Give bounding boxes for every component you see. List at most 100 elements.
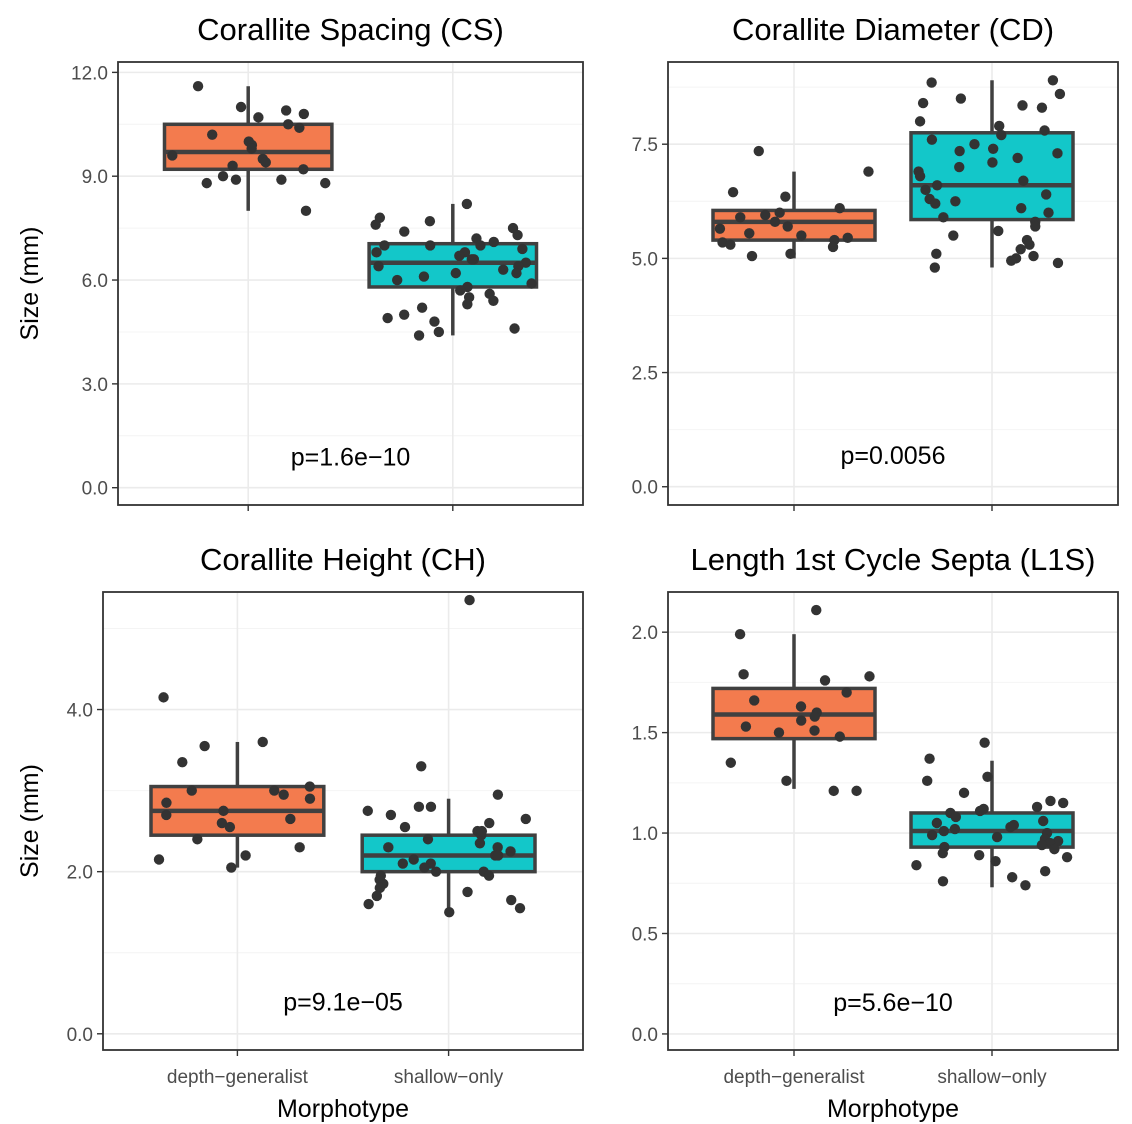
data-point — [1036, 102, 1048, 113]
data-point — [424, 216, 436, 227]
y-tick-label: 12.0 — [71, 63, 108, 84]
data-point — [1006, 872, 1018, 883]
data-point — [1016, 202, 1027, 214]
y-tick-label: 4.0 — [67, 701, 93, 722]
panel-corallite-spacing: 0.0 3.0 6.0 9.0 12.0 p=1.6e−10 Corallite Spaci… — [16, 12, 584, 511]
data-point — [1043, 207, 1054, 218]
data-point — [979, 737, 990, 748]
data-point — [192, 834, 203, 845]
data-point — [177, 757, 188, 768]
data-point — [280, 105, 292, 116]
y-tick-label: 0.5 — [632, 924, 658, 945]
data-point — [753, 145, 764, 157]
data-point — [276, 174, 287, 185]
data-point — [819, 675, 831, 686]
p-value-label: p=0.0056 — [841, 442, 946, 470]
data-point — [1061, 851, 1073, 863]
data-point — [911, 859, 922, 871]
data-point — [1039, 125, 1050, 136]
data-point — [298, 108, 310, 120]
data-point — [809, 711, 820, 722]
data-point — [926, 77, 937, 88]
data-point — [991, 831, 1003, 843]
data-point — [492, 789, 504, 800]
data-point — [161, 797, 172, 808]
data-point — [240, 850, 251, 861]
data-point — [982, 771, 993, 783]
data-point — [462, 299, 473, 310]
data-point — [509, 323, 520, 334]
panel-length-1st-cycle-septa: 0.0 0.5 1.0 1.5 2.0 depth−generalist shallow−o… — [632, 542, 1119, 1123]
data-point — [929, 262, 941, 273]
y-tick-label: 7.5 — [632, 135, 658, 156]
data-point — [834, 202, 845, 214]
data-point — [978, 803, 989, 815]
data-point — [738, 669, 749, 680]
data-point — [511, 267, 522, 279]
y-tick-label: 6.0 — [82, 271, 108, 292]
data-point — [834, 731, 846, 742]
data-point — [717, 237, 728, 248]
data-point — [954, 145, 965, 157]
data-point — [769, 216, 781, 228]
data-point — [938, 825, 950, 837]
data-point — [827, 241, 839, 253]
y-axis-title: Size (mm) — [16, 227, 44, 341]
data-point — [1017, 100, 1028, 111]
data-point — [842, 232, 853, 244]
data-point — [1015, 244, 1026, 255]
data-point — [153, 854, 165, 865]
data-point — [727, 186, 739, 198]
data-point — [931, 248, 942, 260]
data-point — [285, 813, 296, 825]
data-point — [1031, 801, 1043, 813]
data-point — [383, 842, 394, 853]
p-value-label: p=5.6e−10 — [833, 989, 953, 1017]
data-point — [922, 775, 933, 787]
data-point — [734, 628, 746, 640]
data-point — [714, 223, 726, 234]
data-point — [488, 295, 499, 307]
y-tick-label: 0.0 — [67, 1025, 93, 1046]
data-point — [1054, 88, 1066, 100]
y-tick-label: 9.0 — [82, 167, 108, 188]
data-point — [1028, 250, 1039, 262]
data-point — [418, 271, 430, 282]
data-point — [192, 81, 204, 92]
data-point — [454, 250, 465, 262]
y-tick-label: 2.0 — [67, 863, 93, 884]
data-point — [924, 753, 935, 764]
data-point — [506, 894, 517, 906]
data-point — [917, 97, 929, 109]
data-point — [517, 243, 528, 255]
data-point — [461, 198, 473, 210]
data-point — [304, 781, 315, 792]
data-point — [864, 671, 875, 682]
data-point — [373, 260, 384, 272]
data-point — [371, 890, 383, 902]
data-point — [230, 174, 242, 185]
data-point — [492, 850, 504, 861]
data-point — [955, 93, 967, 104]
x-tick-label: depth−generalist — [167, 1067, 309, 1088]
data-point — [973, 849, 985, 861]
data-point — [1030, 221, 1041, 232]
data-point — [282, 119, 294, 130]
data-point — [385, 809, 397, 821]
data-point — [476, 825, 488, 837]
data-point — [425, 240, 436, 251]
data-point — [735, 212, 746, 223]
data-point — [278, 789, 289, 800]
data-point — [811, 604, 822, 616]
data-point — [740, 721, 752, 732]
data-point — [408, 854, 419, 865]
data-point — [455, 285, 466, 296]
data-point — [450, 267, 462, 279]
data-point — [948, 230, 959, 241]
data-point — [260, 157, 271, 168]
data-point — [725, 757, 737, 768]
x-tick-label: shallow−only — [394, 1067, 504, 1088]
data-point — [1020, 880, 1031, 891]
y-tick-label: 5.0 — [632, 249, 658, 270]
data-point — [926, 829, 938, 841]
